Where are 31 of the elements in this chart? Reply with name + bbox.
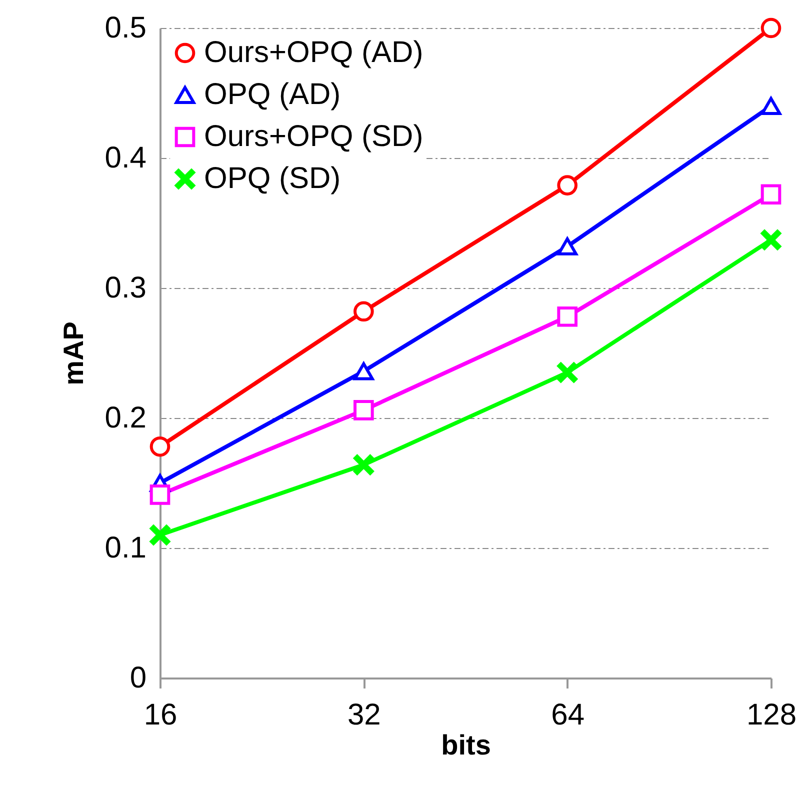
point bbox=[760, 184, 782, 205]
x-tick-label: 64 bbox=[551, 698, 585, 732]
point bbox=[760, 97, 782, 115]
y-tick-label: 0 bbox=[130, 662, 146, 694]
point bbox=[557, 175, 578, 196]
legend-label: Ours+OPQ (SD) bbox=[204, 120, 424, 153]
x-axis-title: bits bbox=[441, 730, 491, 760]
legend-label: Ours+OPQ (AD) bbox=[204, 36, 424, 69]
point bbox=[557, 306, 578, 327]
point bbox=[150, 484, 170, 505]
point bbox=[150, 524, 170, 546]
point bbox=[150, 436, 170, 457]
point bbox=[557, 362, 578, 383]
y-axis-title: mAP bbox=[58, 322, 89, 386]
point bbox=[354, 362, 374, 380]
x-tick-label: 32 bbox=[347, 698, 381, 732]
y-tick-label: 0.2 bbox=[104, 402, 146, 434]
legend-label: OPQ (SD) bbox=[204, 162, 341, 195]
point bbox=[354, 301, 374, 322]
y-tick-label: 0.1 bbox=[104, 532, 146, 564]
y-tick-label: 0.4 bbox=[104, 142, 146, 174]
point bbox=[354, 400, 374, 420]
x-tick-label: 128 bbox=[746, 698, 797, 732]
y-tick-label: 0.5 bbox=[104, 12, 146, 44]
point bbox=[557, 237, 578, 256]
point bbox=[760, 18, 782, 38]
point bbox=[760, 230, 782, 250]
x-tick-label: 16 bbox=[144, 698, 178, 732]
point bbox=[354, 454, 374, 475]
y-tick-label: 0.3 bbox=[104, 272, 146, 304]
legend-label: OPQ (AD) bbox=[204, 78, 341, 111]
